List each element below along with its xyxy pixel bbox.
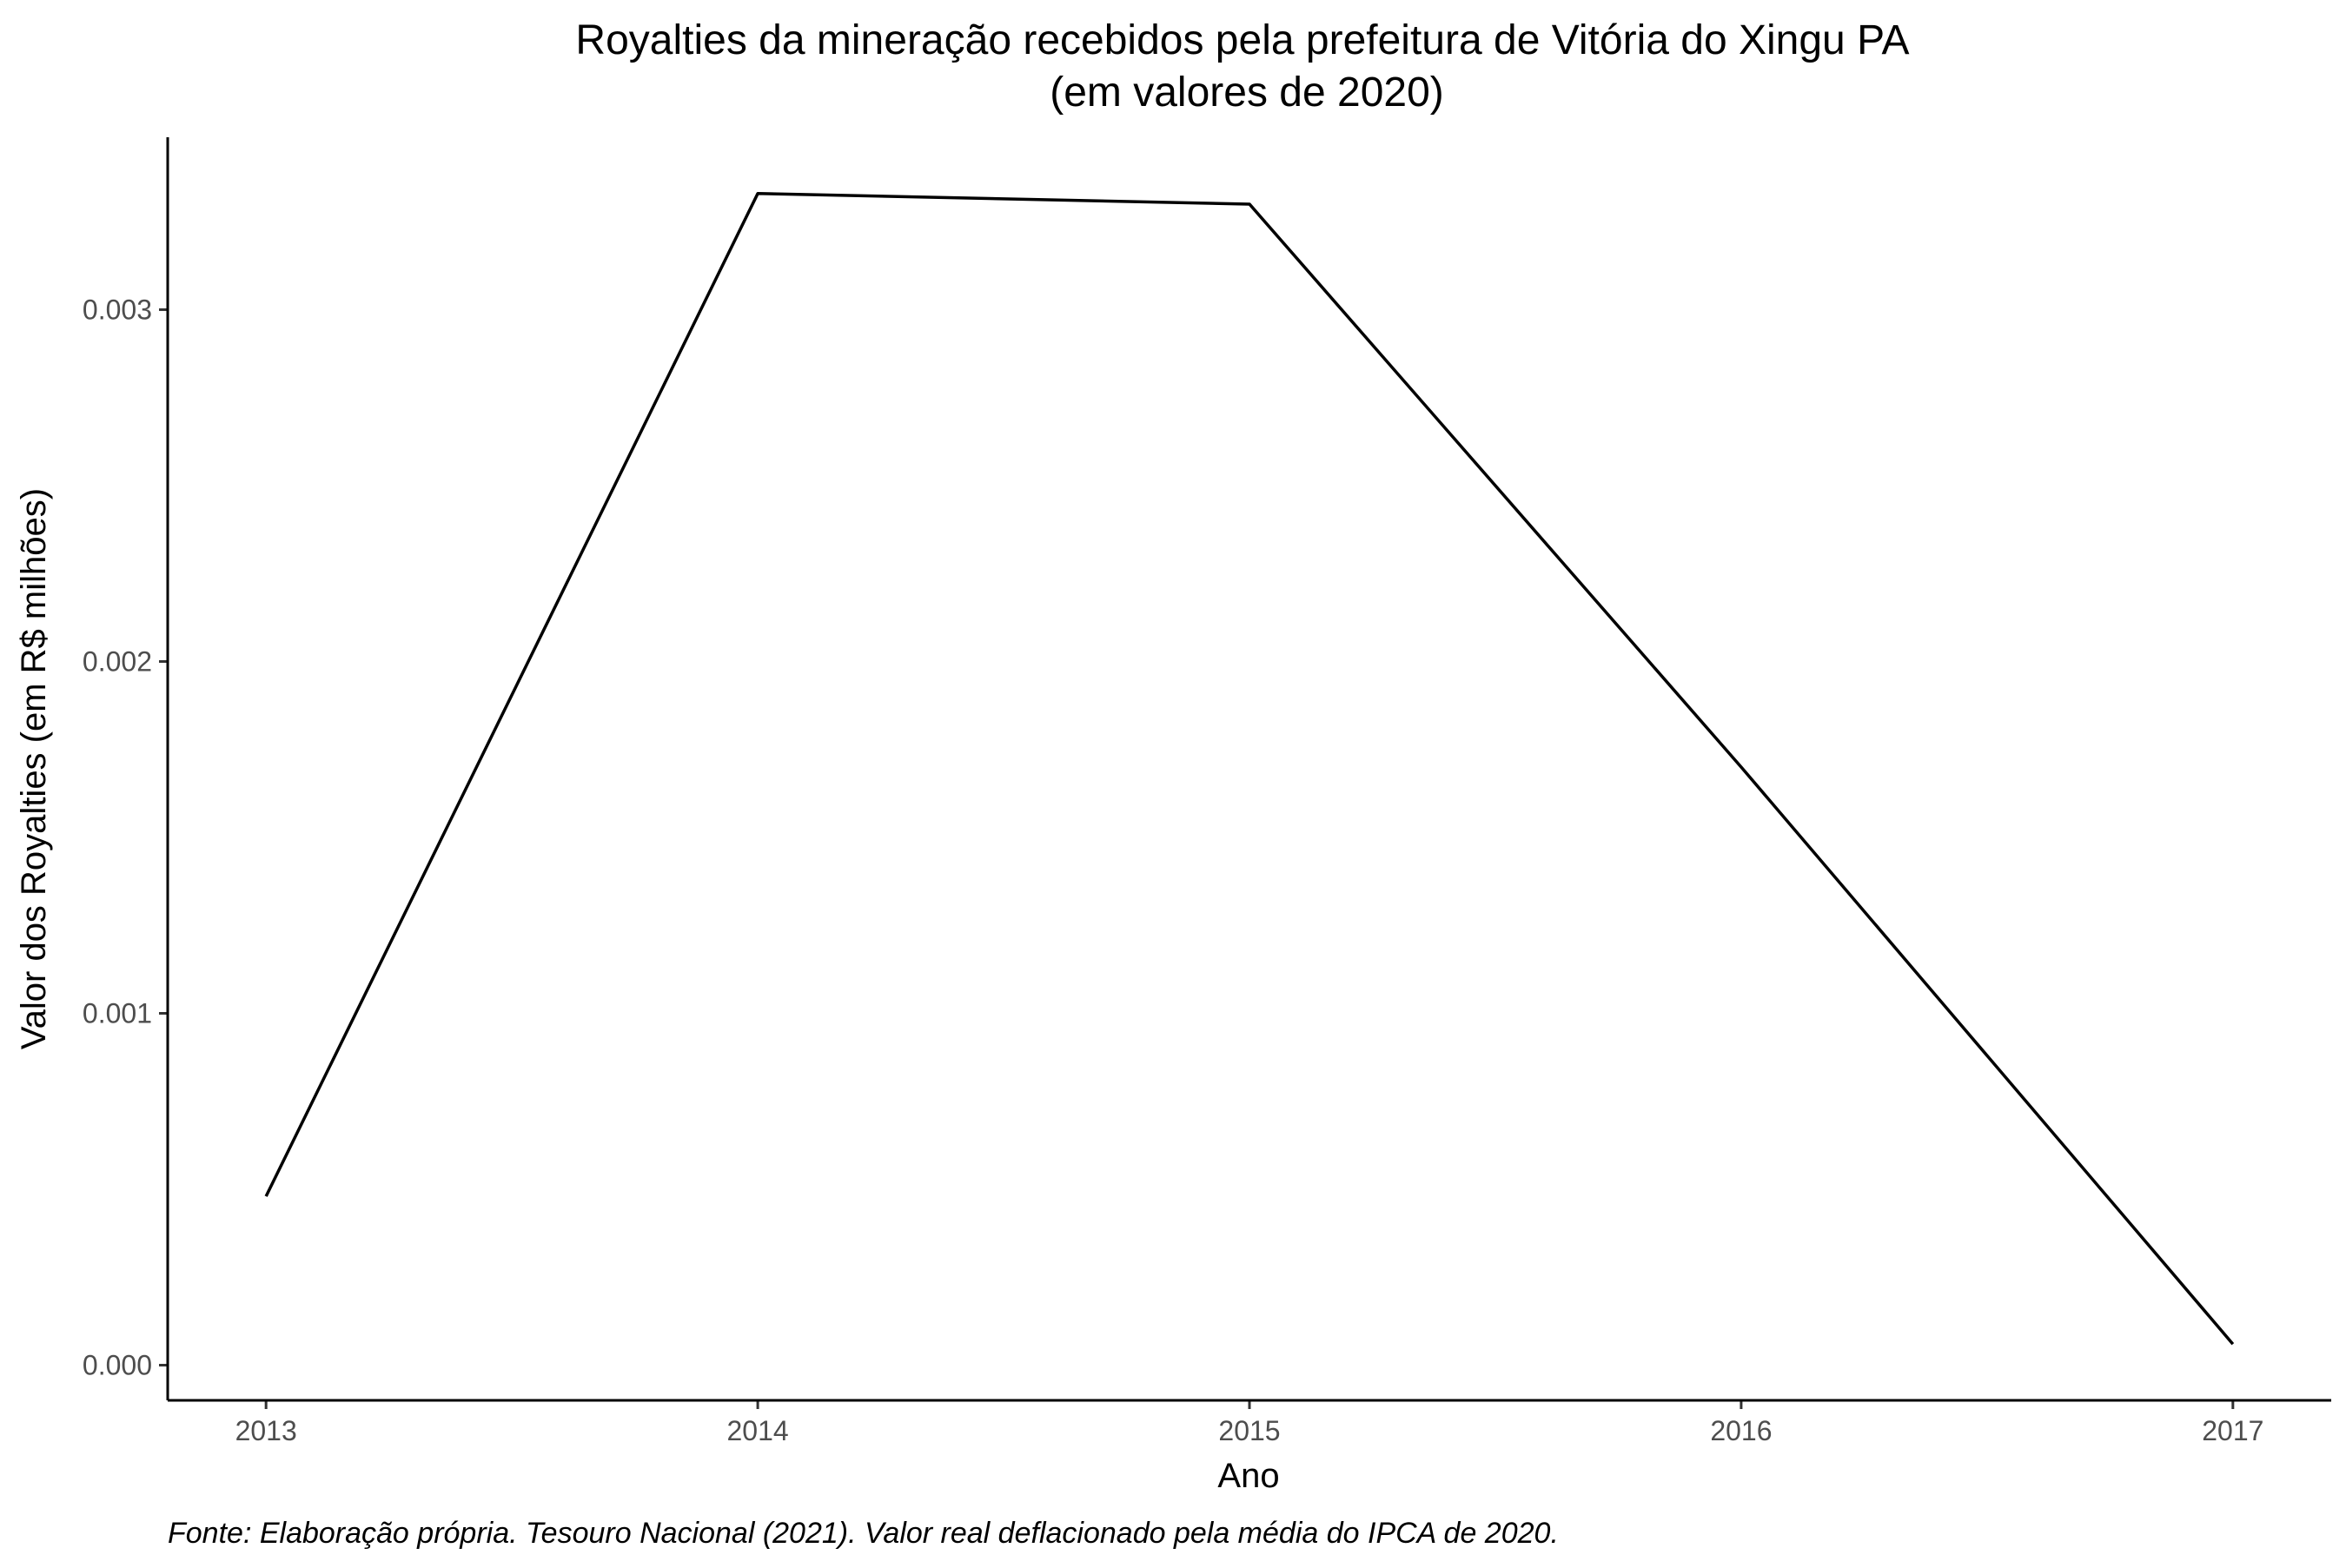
series-line: [264, 192, 2235, 1346]
y-tick-label: 0.001: [83, 997, 152, 1029]
chart-caption: Fonte: Elaboração própria. Tesouro Nacio…: [168, 1517, 1559, 1550]
series-layer: [264, 192, 2235, 1346]
x-axis-title: Ano: [1217, 1457, 1279, 1495]
x-tick-label: 2013: [235, 1415, 297, 1446]
y-tick-label: 0.002: [83, 645, 152, 677]
x-tick-label: 2014: [726, 1415, 788, 1446]
chart-subtitle: (em valores de 2020): [1050, 69, 1444, 116]
y-axis-ticks: 0.000 0.001 0.002 0.003: [83, 294, 168, 1380]
chart-title: Royalties da mineração recebidos pela pr…: [575, 17, 1909, 63]
y-tick-label: 0.000: [83, 1349, 152, 1380]
x-axis-ticks: 2013 2014 2015 2016 2017: [235, 1400, 2263, 1446]
x-tick-label: 2015: [1218, 1415, 1280, 1446]
x-tick-label: 2016: [1710, 1415, 1772, 1446]
y-tick-label: 0.003: [83, 294, 152, 325]
y-axis-title: Valor dos Royalties (em R$ milhões): [15, 488, 53, 1049]
x-tick-label: 2017: [2202, 1415, 2263, 1446]
